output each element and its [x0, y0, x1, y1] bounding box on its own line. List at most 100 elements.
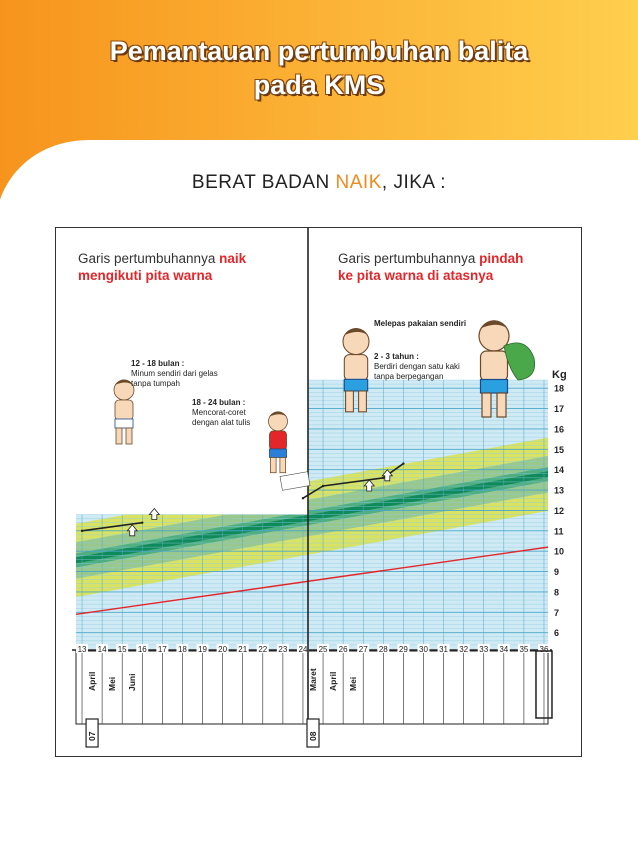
year-box	[306, 718, 320, 748]
right-caption-text: Garis pertumbuhannya	[338, 251, 480, 266]
y-tick-label: 15	[554, 445, 564, 455]
x-tick-bg	[96, 644, 109, 653]
green-shirt-illustration	[503, 342, 536, 381]
x-tick-bg	[457, 644, 470, 653]
y-tick-label: 10	[554, 547, 564, 557]
growth-band	[76, 455, 548, 554]
y-tick-label: 17	[554, 404, 564, 414]
child-leg	[345, 390, 354, 413]
right-caption-red-2: ke pita warna di atasnya	[338, 268, 494, 283]
x-tick-label: 30	[419, 645, 428, 654]
child-pants	[343, 378, 369, 392]
page-subtitle: BERAT BADAN NAIK, JIKA :	[0, 172, 638, 194]
right-caption: Garis pertumbuhannya pindah ke pita warn…	[338, 250, 523, 284]
y-tick-label: 11	[554, 526, 564, 536]
x-tick-bg	[517, 644, 530, 653]
x-tick-bg	[196, 644, 209, 653]
x-tick-label: 20	[218, 645, 227, 654]
y-tick-label: 8	[554, 587, 559, 597]
y-tick-label: 7	[554, 608, 559, 618]
x-tick-bg	[236, 644, 249, 653]
subtitle-highlight: NAIK	[335, 172, 382, 193]
subtitle-suffix: , JIKA :	[381, 172, 447, 193]
growth-curve-point	[301, 497, 305, 500]
y-tick-label: 9	[554, 567, 559, 577]
milestone-2-3-line1: Berdiri dengan satu kaki	[374, 362, 460, 371]
child-body	[479, 350, 509, 382]
left-caption-red-2: mengikuti pita warna	[78, 268, 213, 283]
growth-curve-line	[302, 462, 404, 499]
left-mask	[75, 228, 308, 515]
child-body	[343, 354, 369, 382]
child-leg	[481, 392, 492, 418]
y-tick-label: 13	[554, 486, 564, 496]
x-tick-label: 28	[379, 645, 388, 654]
milestone-2-3-line2: tanpa berpegangan	[374, 372, 444, 381]
child-hair	[269, 411, 287, 417]
growth-chart: 6 7 8 9 10 11 12 13 14 15 16 17 18 Kg 13 14 15 16 17 18 19 20…	[72, 228, 578, 748]
x-tick-label: 35	[519, 645, 528, 654]
year-label: 07	[87, 731, 97, 741]
up-arrow-icon	[363, 479, 376, 492]
growth-curve-point	[80, 529, 84, 533]
x-tick-label: 15	[118, 645, 127, 654]
x-tick-label: 36	[540, 645, 549, 654]
child-drinking-illustration	[113, 379, 135, 445]
up-arrow-icon	[148, 507, 161, 520]
milestone-18-24-line1: Mencorat-coret	[192, 408, 246, 417]
x-tick-label: 19	[198, 645, 207, 654]
x-tick-bg	[417, 644, 430, 653]
year-label: 08	[308, 731, 318, 741]
x-tick-label: 26	[339, 645, 348, 654]
milestone-18-24-title: 18 - 24 bulan :	[192, 398, 246, 407]
month-label: Maret	[308, 668, 318, 691]
child-body	[114, 399, 134, 421]
month-strip	[75, 650, 549, 725]
x-tick-bg	[317, 644, 330, 653]
title-line-2: pada KMS	[253, 70, 385, 100]
growth-band	[76, 481, 548, 579]
month-label: Mei	[107, 677, 117, 691]
left-caption-red: naik	[219, 251, 247, 266]
end-marker-box	[535, 650, 553, 719]
milestone-12-18: 12 - 18 bulan : Minum sendiri dari gelas…	[131, 359, 218, 389]
x-tick-bg	[337, 644, 350, 653]
growth-curve-point	[382, 476, 385, 480]
y-tick-label: 6	[554, 628, 559, 638]
child-leg	[279, 457, 286, 474]
x-tick-bg	[176, 644, 189, 653]
year-box	[85, 718, 99, 748]
paper-illustration	[279, 471, 311, 491]
month-label: April	[87, 672, 97, 691]
x-tick-bg	[397, 644, 410, 653]
x-tick-bg	[136, 644, 149, 653]
subtitle-prefix: BERAT BADAN	[191, 172, 336, 193]
child-leg	[496, 392, 507, 418]
x-tick-bg	[497, 644, 510, 653]
child-leg	[270, 457, 277, 474]
y-tick-label: 14	[554, 465, 564, 475]
child-undressing-illustration	[478, 320, 510, 418]
y-tick-label: 12	[554, 506, 564, 516]
x-tick-label: 14	[98, 645, 107, 654]
child-leg	[115, 427, 123, 445]
x-tick-label: 25	[319, 645, 328, 654]
x-tick-label: 16	[138, 645, 147, 654]
kms-chart-panel: 6 7 8 9 10 11 12 13 14 15 16 17 18 Kg 13 14 15 16 17 18 19 20…	[55, 227, 582, 757]
child-pants	[269, 448, 287, 458]
bgm-red-line	[75, 546, 549, 616]
x-tick-bg	[216, 644, 229, 653]
x-tick-bg	[437, 644, 450, 653]
child-pants	[114, 418, 134, 429]
child-standing-one-leg-illustration	[342, 327, 370, 413]
milestone-2-3-title: 2 - 3 tahun :	[374, 352, 419, 361]
x-tick-label: 29	[399, 645, 408, 654]
milestone-2-3: 2 - 3 tahun : Berdiri dengan satu kaki t…	[374, 352, 460, 382]
x-tick-label: 22	[258, 645, 267, 654]
milestone-18-24-line2: dengan alat tulis	[192, 418, 251, 427]
x-tick-label: 34	[499, 645, 508, 654]
up-arrow-icon	[126, 524, 139, 537]
child-leg	[125, 427, 133, 445]
month-label: Mei	[348, 677, 358, 691]
x-tick-bg	[256, 644, 269, 653]
